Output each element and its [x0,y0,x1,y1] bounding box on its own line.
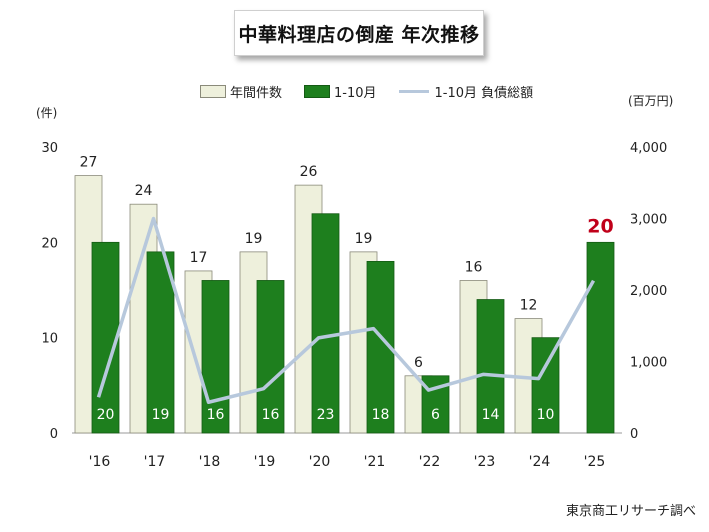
x-tick-label: '24 [529,454,551,470]
bar-jan-oct [146,251,175,434]
x-tick-label: '23 [474,454,496,470]
legend-swatch-jan-oct [304,85,331,98]
x-tick-label: '21 [364,454,386,470]
y-right-tick-label: 3,000 [630,213,667,228]
bar-jan-oct-label: 20 [97,407,115,423]
bar-jan-oct-label: 6 [431,407,440,423]
y-left-tick-label: 0 [50,427,58,442]
bar-annual-label: 6 [414,355,423,371]
chart-title: 中華料理店の倒産 年次推移 [238,23,480,46]
right-axis-unit: (百万円) [628,94,674,108]
x-tick-label: '22 [419,454,441,470]
x-tick-label: '25 [584,454,606,470]
y-right-tick-label: 2,000 [630,284,667,299]
bar-jan-oct [201,280,230,434]
bar-annual-label: 19 [355,231,373,247]
bar-jan-oct [91,241,120,434]
legend-item-annual: 年間件数 [200,82,282,101]
bar-jan-oct-label: 23 [317,407,335,423]
bar-jan-oct-highlight-label: 20 [587,215,613,237]
legend-item-debt: 1-10月 負債総額 [398,82,534,101]
legend-swatch-debt [398,90,429,93]
bar-annual-label: 16 [465,259,483,275]
x-tick-label: '16 [89,454,111,470]
legend-label-annual: 年間件数 [230,86,283,101]
bar-annual-label: 27 [80,155,98,171]
bar-jan-oct-label: 14 [482,407,500,423]
legend-item-jan-oct: 1-10月 [304,82,377,101]
bar-jan-oct-label: 19 [152,407,170,423]
left-axis-unit: (件) [36,106,58,120]
bar-annual-label: 24 [135,183,153,199]
y-right-tick-label: 0 [630,427,638,442]
bar-jan-oct-label: 16 [207,407,225,423]
bar-jan-oct [256,280,285,434]
x-tick-label: '18 [199,454,221,470]
y-left-tick-label: 20 [41,236,58,251]
x-tick-label: '19 [254,454,276,470]
bar-jan-oct-label: 18 [372,407,390,423]
x-tick-label: '20 [309,454,331,470]
bar-jan-oct [311,213,340,434]
chart-title-box: 中華料理店の倒産 年次推移 [234,10,484,56]
y-left-tick-label: 10 [41,332,58,347]
legend-label-debt: 1-10月 負債総額 [434,86,534,101]
legend-swatch-annual [200,85,226,98]
legend: 年間件数 1-10月 1-10月 負債総額 [200,82,555,101]
debt-line [96,216,596,405]
bar-annual-label: 19 [245,231,263,247]
legend-label-jan-oct: 1-10月 [334,86,377,101]
bar-jan-oct [586,241,615,434]
y-right-tick-label: 1,000 [630,356,667,371]
bar-annual-label: 12 [520,298,538,314]
bar-annual-label: 17 [190,250,208,266]
bar-jan-oct [476,299,505,434]
x-tick-label: '17 [144,454,166,470]
source-credit: 東京商工リサーチ調べ [566,504,697,519]
bar-annual-label: 26 [300,164,318,180]
y-right-tick-label: 4,000 [630,141,667,156]
bar-jan-oct-label: 16 [262,407,280,423]
y-left-tick-label: 30 [41,141,58,156]
bar-jan-oct-label: 10 [537,407,555,423]
